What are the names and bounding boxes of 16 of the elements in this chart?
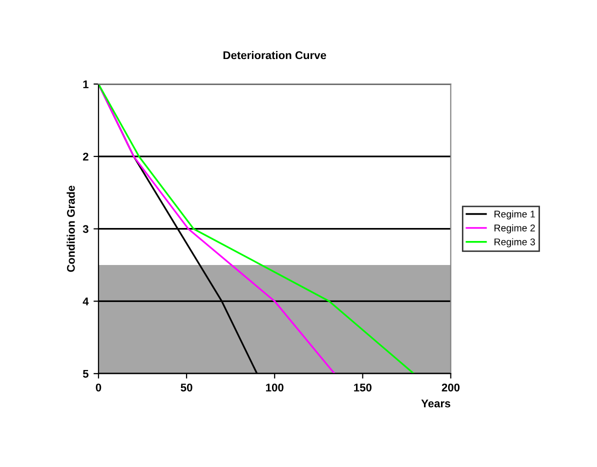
x-tick-label: 50 [180,384,192,392]
x-tick-label: 200 [442,384,460,392]
x-tick-label: 0 [96,384,102,392]
x-tick-label: 150 [354,384,372,392]
legend-label: Regime 2 [494,224,535,234]
legend-label: Regime 1 [494,210,535,220]
y-axis-title: Condition Grade [66,186,75,272]
x-tick-label: 100 [266,384,284,392]
x-axis-title: Years [421,400,450,408]
y-tick-label: 3 [82,225,88,233]
legend-label: Regime 3 [494,238,535,248]
chart-title: Deterioration Curve [224,51,326,60]
y-tick-label: 5 [82,370,88,378]
y-tick-label: 2 [82,152,88,160]
y-tick-label: 4 [82,298,89,306]
y-tick-label: 1 [83,80,88,88]
